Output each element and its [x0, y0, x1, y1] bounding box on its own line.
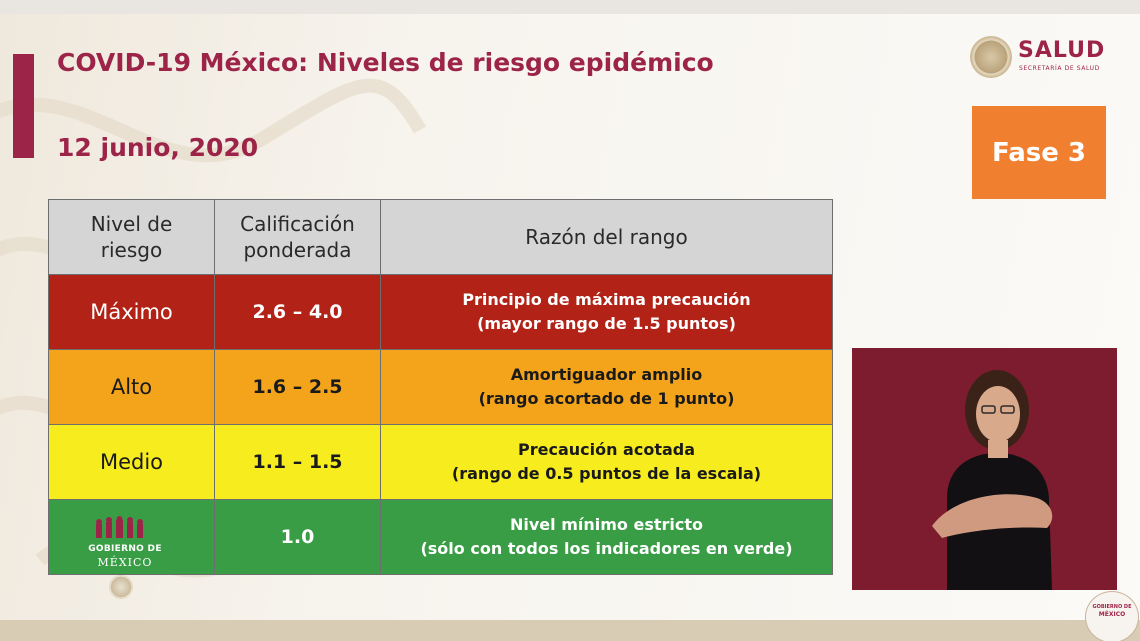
level-cell: Máximo [48, 274, 215, 350]
logo-subtitle: SECRETARÍA DE SALUD [1019, 65, 1100, 72]
header-level-line: riesgo [100, 238, 163, 262]
reason-line: Nivel mínimo estricto [510, 515, 703, 534]
reason-cell: Amortiguador amplio (rango acortado de 1… [380, 349, 833, 425]
logo-word: SALUD [1018, 38, 1106, 63]
accent-bar [13, 54, 34, 158]
slide-date: 12 junio, 2020 [57, 133, 259, 162]
header-reason: Razón del rango [380, 199, 833, 275]
reason-line: (mayor rango de 1.5 puntos) [477, 314, 736, 333]
corner-gobierno-logo: GOBIERNO DE MÉXICO [1085, 591, 1139, 641]
top-strip [0, 0, 1140, 14]
reason-line: Principio de máxima precaución [462, 290, 751, 309]
table-row: GOBIERNO DE MÉXICO 1.0 Nivel mínimo estr… [48, 499, 833, 575]
reason-cell: Nivel mínimo estricto (sólo con todos lo… [380, 499, 833, 575]
header-level: Nivel de riesgo [48, 199, 215, 275]
reason-line: (sólo con todos los indicadores en verde… [420, 539, 793, 558]
table-row: Medio 1.1 – 1.5 Precaución acotada (rang… [48, 424, 833, 500]
table-row: Alto 1.6 – 2.5 Amortiguador amplio (rang… [48, 349, 833, 425]
header-score: Calificación ponderada [214, 199, 381, 275]
interpreter-figure-icon [852, 348, 1117, 590]
slide-title: COVID-19 México: Niveles de riesgo epidé… [57, 48, 714, 77]
reason-cell: Precaución acotada (rango de 0.5 puntos … [380, 424, 833, 500]
score-cell: 1.6 – 2.5 [214, 349, 381, 425]
small-seal-icon [109, 575, 133, 599]
seal-icon [970, 36, 1012, 78]
phase-badge: Fase 3 [972, 106, 1106, 199]
score-cell: 1.0 [214, 499, 381, 575]
bottom-strip [0, 620, 1140, 641]
corner-logo-line2: MÉXICO [1098, 611, 1126, 618]
gobierno-figures-icon [96, 516, 143, 538]
reason-line: (rango de 0.5 puntos de la escala) [451, 464, 762, 483]
salud-logo: SALUD SECRETARÍA DE SALUD [970, 36, 1110, 80]
reason-line: (rango acortado de 1 punto) [478, 389, 735, 408]
score-cell: 1.1 – 1.5 [214, 424, 381, 500]
score-cell: 2.6 – 4.0 [214, 274, 381, 350]
corner-logo-line1: GOBIERNO DE [1092, 604, 1132, 610]
reason-line: Amortiguador amplio [510, 365, 703, 384]
table-header-row: Nivel de riesgo Calificación ponderada R… [48, 199, 833, 275]
level-cell: GOBIERNO DE MÉXICO [48, 499, 215, 575]
sign-language-interpreter [852, 348, 1117, 590]
reason-cell: Principio de máxima precaución (mayor ra… [380, 274, 833, 350]
gobierno-logo-line1: GOBIERNO DE [88, 544, 162, 554]
gobierno-logo-line2: MÉXICO [97, 556, 153, 569]
header-score-line: ponderada [243, 238, 352, 262]
reason-line: Precaución acotada [517, 440, 696, 459]
gobierno-logo: GOBIERNO DE MÉXICO [85, 512, 165, 572]
table-row: Máximo 2.6 – 4.0 Principio de máxima pre… [48, 274, 833, 350]
header-level-line: Nivel de [90, 212, 173, 236]
level-cell: Alto [48, 349, 215, 425]
level-cell: Medio [48, 424, 215, 500]
risk-table: Nivel de riesgo Calificación ponderada R… [48, 199, 833, 575]
header-score-line: Calificación [240, 212, 355, 236]
